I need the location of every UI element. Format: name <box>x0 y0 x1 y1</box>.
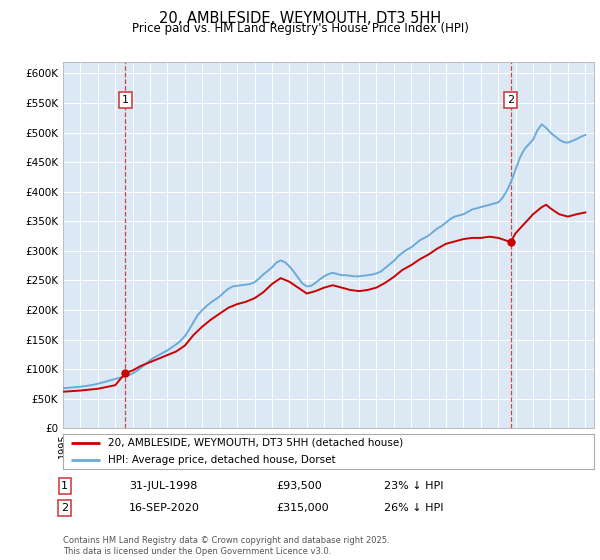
Text: £315,000: £315,000 <box>276 503 329 513</box>
Text: 26% ↓ HPI: 26% ↓ HPI <box>384 503 443 513</box>
Text: 20, AMBLESIDE, WEYMOUTH, DT3 5HH (detached house): 20, AMBLESIDE, WEYMOUTH, DT3 5HH (detach… <box>108 438 403 447</box>
Text: 23% ↓ HPI: 23% ↓ HPI <box>384 481 443 491</box>
Text: 1: 1 <box>61 481 68 491</box>
Text: £93,500: £93,500 <box>276 481 322 491</box>
Text: 20, AMBLESIDE, WEYMOUTH, DT3 5HH: 20, AMBLESIDE, WEYMOUTH, DT3 5HH <box>159 11 441 26</box>
Text: 1: 1 <box>122 95 129 105</box>
Text: HPI: Average price, detached house, Dorset: HPI: Average price, detached house, Dors… <box>108 455 336 465</box>
Text: 2: 2 <box>507 95 514 105</box>
Text: Price paid vs. HM Land Registry's House Price Index (HPI): Price paid vs. HM Land Registry's House … <box>131 22 469 35</box>
Text: 2: 2 <box>61 503 68 513</box>
Text: 16-SEP-2020: 16-SEP-2020 <box>129 503 200 513</box>
Text: 31-JUL-1998: 31-JUL-1998 <box>129 481 197 491</box>
Text: Contains HM Land Registry data © Crown copyright and database right 2025.
This d: Contains HM Land Registry data © Crown c… <box>63 536 389 556</box>
